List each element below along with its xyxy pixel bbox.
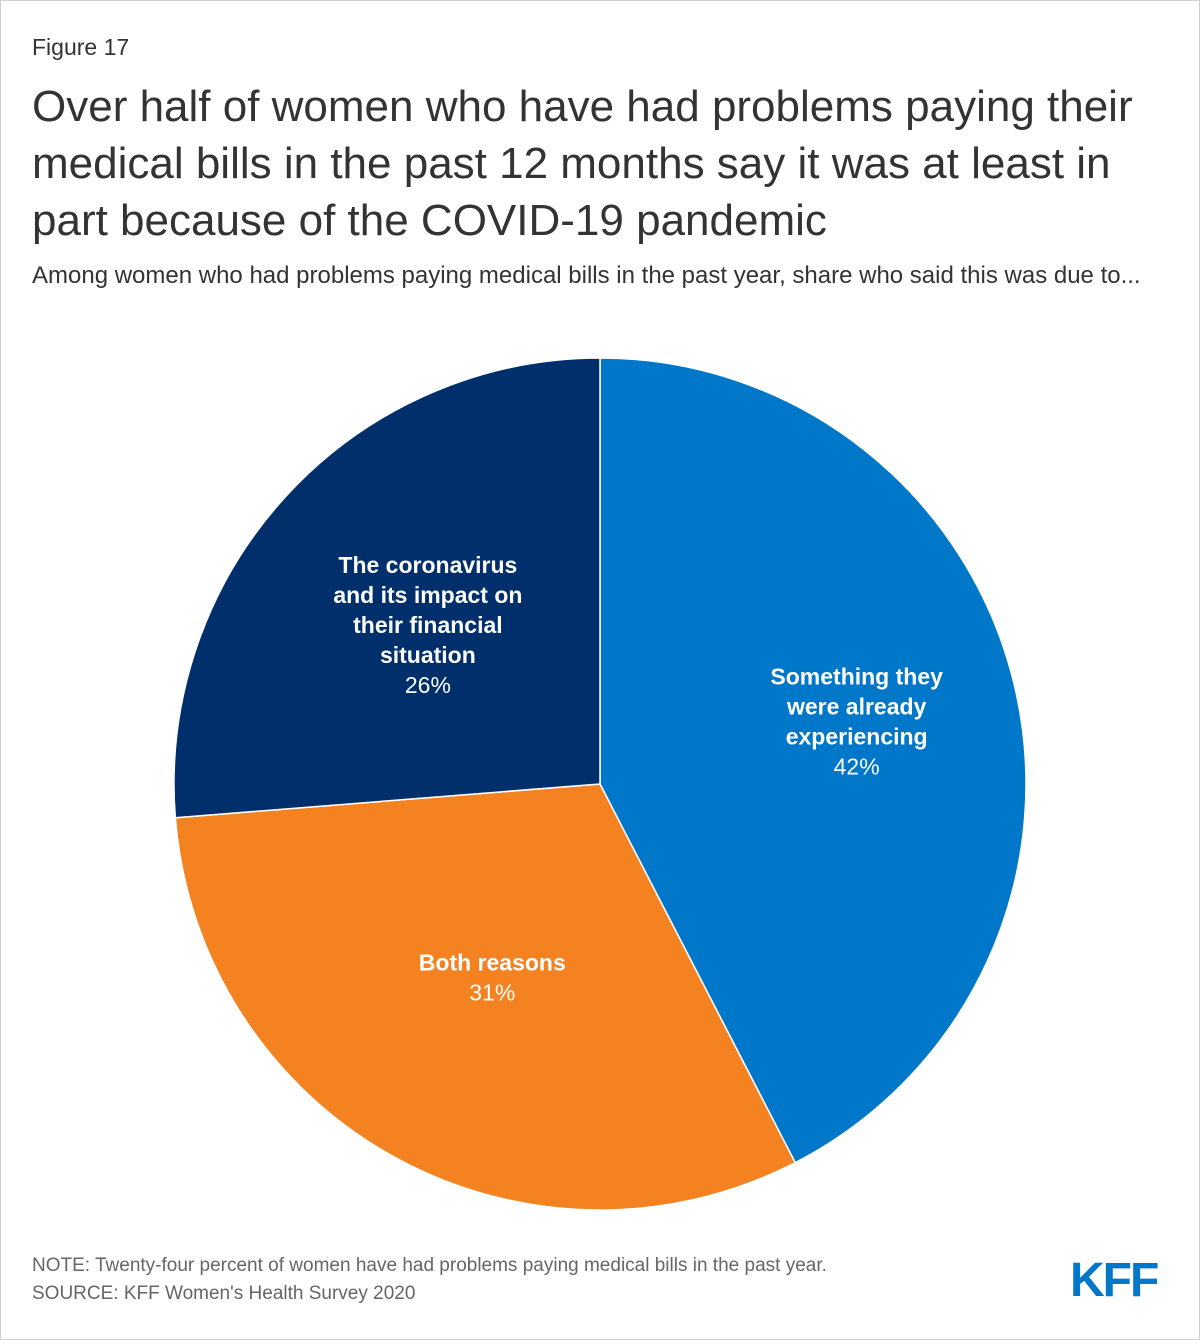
slice-value-label: 26% (405, 672, 451, 698)
source-text: SOURCE: KFF Women's Health Survey 2020 (32, 1283, 416, 1304)
slice-label-1: Both reasons 31% (419, 950, 566, 1006)
figure-label: Figure 17 (32, 34, 130, 60)
chart-title: Over half of women who have had problems… (32, 82, 1133, 245)
slice-label-line: The coronavirus (338, 552, 517, 578)
slice-label-line: experiencing (786, 724, 928, 750)
slice-value-label: 31% (469, 980, 515, 1006)
slice-label-line: Both reasons (419, 950, 566, 976)
footnote: NOTE: Twenty-four percent of women have … (32, 1252, 827, 1308)
slice-label-line: were already (786, 694, 927, 720)
note-text: NOTE: Twenty-four percent of women have … (32, 1255, 827, 1276)
pie-slice-1 (174, 783, 797, 1211)
slice-label-line: situation (380, 642, 476, 668)
pie-slice-2 (173, 357, 601, 819)
slice-label-line: and its impact on (333, 582, 522, 608)
pie-chart: Something they were already experiencing 42… (173, 357, 1027, 1211)
slice-label-2: The coronavirus and its impact on their fi… (333, 552, 522, 698)
slice-label-0: Something they were already experiencing 42… (770, 664, 943, 780)
kff-logo: KFF (1070, 1254, 1159, 1307)
slice-value-label: 42% (834, 754, 880, 780)
pie-slice-0 (599, 357, 1027, 1164)
slice-label-line: their financial (353, 612, 503, 638)
chart-subtitle: Among women who had problems paying medi… (32, 262, 1141, 289)
slice-label-line: Something they (770, 664, 943, 690)
